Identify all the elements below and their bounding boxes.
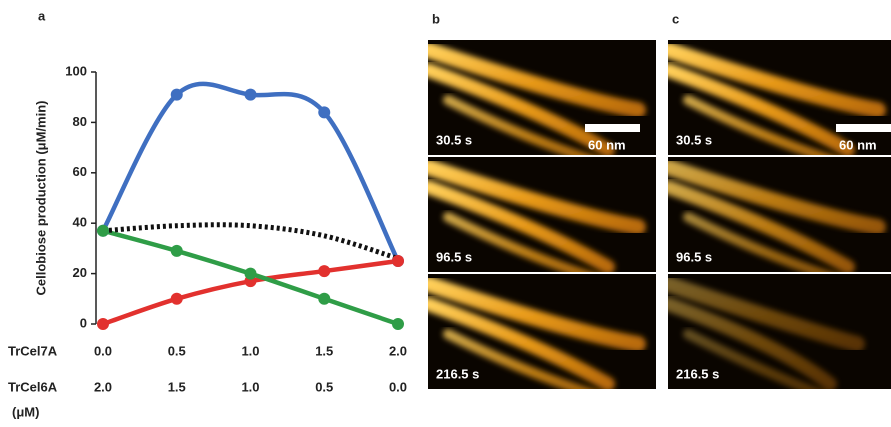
data-point (97, 224, 109, 237)
strand (443, 329, 594, 389)
time-label: 30.5 s (676, 132, 712, 147)
afm-image (668, 274, 891, 389)
x-tick-label: 0.0 (94, 343, 112, 358)
y-tick-label: 0 (80, 315, 87, 330)
data-point (170, 244, 183, 257)
data-point (392, 318, 404, 330)
afm-image (668, 157, 891, 272)
strand (668, 42, 886, 118)
data-point (318, 292, 331, 305)
y-tick-label: 80 (73, 114, 87, 129)
afm-image (428, 40, 656, 155)
scale-bar-label: 60 nm (588, 137, 626, 152)
scale-bar-label: 60 nm (839, 137, 877, 152)
x-axis-label: TrCel7A (8, 343, 58, 358)
afm-image (428, 274, 656, 389)
time-label: 96.5 s (436, 249, 472, 264)
panel-letter: b (432, 11, 440, 26)
x-tick-label: 1.5 (315, 343, 333, 358)
data-point (318, 106, 331, 119)
time-label: 30.5 s (436, 132, 472, 147)
strand (428, 180, 615, 272)
strand (443, 95, 594, 155)
data-point (244, 267, 257, 280)
x2-tick-label: 0.5 (315, 379, 333, 394)
time-label: 216.5 s (436, 366, 479, 381)
x-tick-label: 1.0 (241, 343, 259, 358)
strand (683, 212, 834, 272)
y-tick-label: 20 (73, 265, 87, 280)
data-point (392, 255, 404, 267)
time-label: 216.5 s (676, 366, 719, 381)
x2-tick-label: 1.5 (168, 379, 186, 394)
scale-bar (836, 124, 891, 132)
y-tick-label: 100 (65, 63, 87, 78)
y-axis-label: Cellobiose production (μM/min) (33, 101, 48, 296)
x2-tick-label: 0.0 (389, 379, 407, 394)
series-line (102, 222, 399, 261)
strand (428, 159, 646, 235)
afm-image (668, 40, 891, 155)
strand (668, 297, 837, 389)
scale-bar (585, 124, 640, 132)
data-point (170, 292, 183, 305)
data-point (244, 88, 257, 101)
x-tick-label: 2.0 (389, 343, 407, 358)
strand (683, 95, 834, 155)
x2-axis-label: TrCel6A (8, 379, 58, 394)
strand (668, 159, 886, 235)
panel-letter: a (38, 8, 46, 23)
x2-tick-label: 1.0 (241, 379, 259, 394)
strand (668, 63, 855, 155)
y-tick-label: 40 (73, 215, 87, 230)
x-tick-label: 0.5 (168, 343, 186, 358)
data-point (318, 265, 331, 278)
time-label: 96.5 s (676, 249, 712, 264)
x-unit-label: (μM) (12, 404, 39, 419)
strand (683, 329, 822, 389)
afm-image (428, 157, 656, 272)
strand (428, 276, 646, 352)
strand (428, 297, 615, 389)
strand (428, 42, 646, 118)
strand (668, 180, 855, 272)
strand (428, 63, 615, 155)
x2-tick-label: 2.0 (94, 379, 112, 394)
data-point (97, 318, 109, 330)
panel-letter: c (672, 11, 679, 26)
strand (443, 212, 594, 272)
y-tick-label: 60 (73, 164, 87, 179)
strand (668, 276, 865, 352)
series-line (100, 81, 401, 264)
data-point (170, 88, 183, 101)
